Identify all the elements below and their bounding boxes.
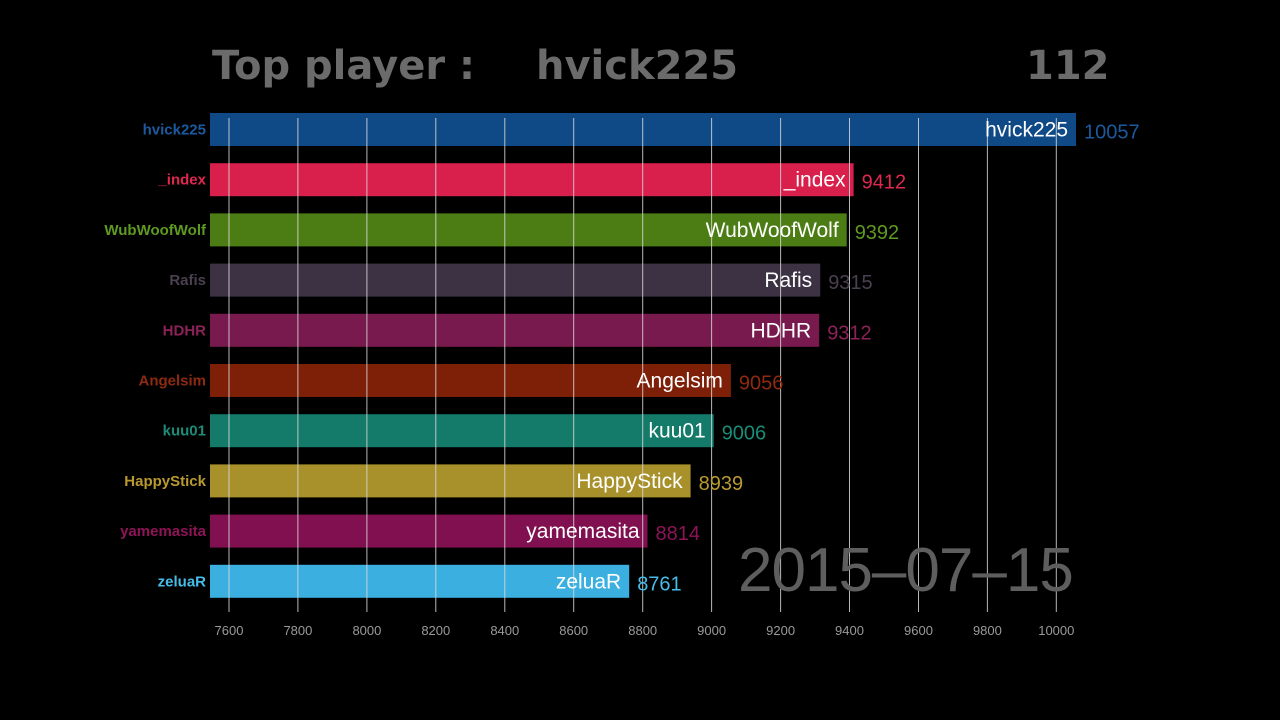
bar-HDHR bbox=[210, 313, 820, 347]
x-tick-label: 8800 bbox=[628, 623, 657, 638]
bar-zeluaR bbox=[210, 564, 630, 598]
x-tick-label: 7600 bbox=[215, 623, 244, 638]
x-tick-label: 10000 bbox=[1038, 623, 1074, 638]
date-display: 2015–07–15 bbox=[738, 536, 1074, 605]
value-label: 8814 bbox=[656, 523, 701, 545]
bar-Rafis bbox=[210, 263, 821, 297]
category-label: HDHR bbox=[163, 322, 206, 339]
category-label: _index bbox=[157, 172, 206, 189]
category-label: WubWoofWolf bbox=[104, 222, 207, 239]
bar-yamemasita bbox=[210, 514, 648, 548]
category-label: Rafis bbox=[169, 272, 206, 289]
value-label: 9006 bbox=[722, 423, 767, 445]
bar-Angelsim bbox=[210, 364, 731, 397]
value-label: 9312 bbox=[827, 322, 872, 344]
value-label: 10057 bbox=[1084, 122, 1140, 144]
bar-name-label: kuu01 bbox=[648, 420, 705, 443]
bar-name-label: HappyStick bbox=[576, 470, 683, 493]
category-label: yamemasita bbox=[120, 523, 207, 540]
bar-_index bbox=[210, 163, 854, 197]
x-axis: 7600 7800 8000 8200 8400 8600 8800 9000 9200 9400… bbox=[215, 623, 1075, 638]
grid-layer bbox=[228, 118, 1057, 612]
header-count: 112 bbox=[1026, 43, 1110, 89]
x-tick-label: 8600 bbox=[559, 623, 588, 638]
bar-name-label: Angelsim bbox=[637, 370, 723, 393]
header-label: Top player : bbox=[212, 43, 475, 89]
bar-name-label: _index bbox=[783, 169, 846, 192]
category-label: Angelsim bbox=[138, 373, 206, 390]
header-top-player: hvick225 bbox=[536, 43, 739, 89]
value-label: 9392 bbox=[855, 222, 900, 244]
bars-layer bbox=[210, 113, 1076, 598]
x-tick-label: 9000 bbox=[697, 623, 726, 638]
category-label: HappyStick bbox=[124, 473, 206, 490]
x-tick-label: 9200 bbox=[766, 623, 795, 638]
x-tick-label: 7800 bbox=[283, 623, 312, 638]
bar-name-label: Rafis bbox=[764, 269, 812, 292]
bar-name-label: HDHR bbox=[751, 319, 812, 342]
bar-kuu01 bbox=[210, 414, 714, 448]
x-tick-label: 8200 bbox=[421, 623, 450, 638]
bar-name-label: zeluaR bbox=[556, 570, 621, 593]
value-label: 9315 bbox=[828, 272, 873, 294]
x-tick-label: 9600 bbox=[904, 623, 933, 638]
value-label: 8939 bbox=[699, 473, 744, 495]
labels-layer: hvick225 hvick225 10057 _index _index 9412 Wub… bbox=[104, 119, 1139, 596]
value-label: 9056 bbox=[739, 373, 784, 395]
category-label: kuu01 bbox=[163, 423, 206, 440]
x-tick-label: 9400 bbox=[835, 623, 864, 638]
bar-name-label: hvick225 bbox=[985, 119, 1068, 142]
x-tick-label: 8400 bbox=[490, 623, 519, 638]
bar-name-label: yamemasita bbox=[526, 520, 640, 543]
bar-WubWoofWolf bbox=[210, 213, 847, 247]
category-label: hvick225 bbox=[143, 122, 206, 139]
x-tick-label: 8000 bbox=[352, 623, 381, 638]
value-label: 9412 bbox=[862, 172, 907, 194]
value-label: 8761 bbox=[637, 573, 682, 595]
x-tick-label: 9800 bbox=[973, 623, 1002, 638]
category-label: zeluaR bbox=[158, 573, 207, 590]
bar-HappyStick bbox=[210, 464, 691, 498]
bar-name-label: WubWoofWolf bbox=[706, 219, 839, 242]
